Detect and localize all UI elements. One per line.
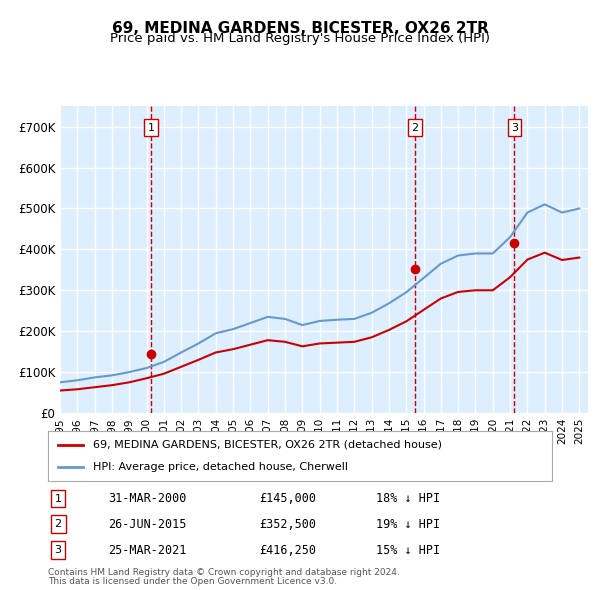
Text: 69, MEDINA GARDENS, BICESTER, OX26 2TR: 69, MEDINA GARDENS, BICESTER, OX26 2TR xyxy=(112,21,488,35)
Text: This data is licensed under the Open Government Licence v3.0.: This data is licensed under the Open Gov… xyxy=(48,577,337,586)
Text: Contains HM Land Registry data © Crown copyright and database right 2024.: Contains HM Land Registry data © Crown c… xyxy=(48,568,400,576)
Text: 25-MAR-2021: 25-MAR-2021 xyxy=(109,543,187,557)
Text: HPI: Average price, detached house, Cherwell: HPI: Average price, detached house, Cher… xyxy=(94,462,349,472)
Text: 69, MEDINA GARDENS, BICESTER, OX26 2TR (detached house): 69, MEDINA GARDENS, BICESTER, OX26 2TR (… xyxy=(94,440,442,450)
Text: 15% ↓ HPI: 15% ↓ HPI xyxy=(376,543,440,557)
Text: Price paid vs. HM Land Registry's House Price Index (HPI): Price paid vs. HM Land Registry's House … xyxy=(110,32,490,45)
Text: £145,000: £145,000 xyxy=(260,492,317,505)
Text: 26-JUN-2015: 26-JUN-2015 xyxy=(109,518,187,531)
Text: 3: 3 xyxy=(511,123,518,133)
Text: 1: 1 xyxy=(55,494,62,503)
Text: 2: 2 xyxy=(55,519,62,529)
Text: 31-MAR-2000: 31-MAR-2000 xyxy=(109,492,187,505)
Text: 3: 3 xyxy=(55,545,62,555)
Text: 2: 2 xyxy=(412,123,418,133)
Text: 1: 1 xyxy=(148,123,154,133)
Text: 18% ↓ HPI: 18% ↓ HPI xyxy=(376,492,440,505)
Text: £352,500: £352,500 xyxy=(260,518,317,531)
Text: £416,250: £416,250 xyxy=(260,543,317,557)
Text: 19% ↓ HPI: 19% ↓ HPI xyxy=(376,518,440,531)
